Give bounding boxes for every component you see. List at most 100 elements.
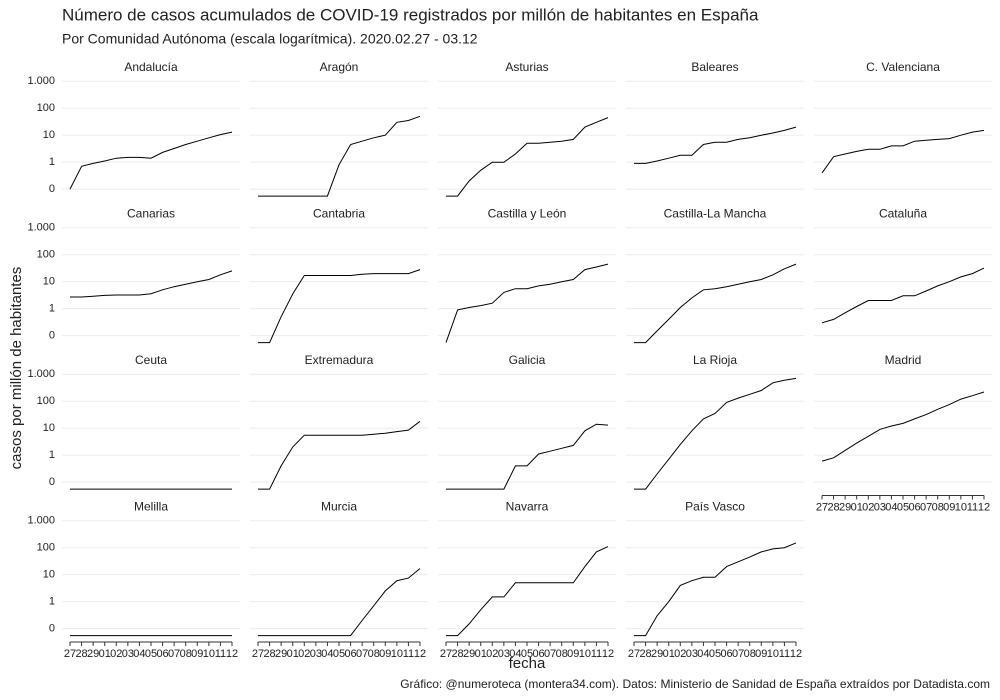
x-tick-label: 04: [697, 648, 709, 660]
x-tick-label: 11: [215, 648, 226, 660]
y-tick-label: 1: [49, 156, 55, 168]
x-tick-label: 03: [686, 648, 698, 660]
x-tick-label: 12: [790, 648, 802, 660]
y-tick-label: 10: [43, 422, 55, 434]
x-tick-label: 28: [75, 648, 87, 660]
x-tick-label: 10: [955, 501, 967, 513]
x-tick-label: 29: [651, 648, 663, 660]
x-tick-label: 11: [779, 648, 790, 660]
panel-title: Aragón: [320, 60, 359, 74]
y-tick-label: 1: [49, 596, 55, 608]
panel-title: Castilla y León: [488, 207, 567, 221]
x-tick-label: 02: [298, 648, 310, 660]
x-tick-label: 12: [978, 501, 990, 513]
x-tick-label: 09: [755, 648, 767, 660]
x-tick-label: 11: [591, 648, 602, 660]
x-tick-label: 29: [463, 648, 475, 660]
x-tick-label: 04: [885, 501, 897, 513]
x-tick-label: 29: [839, 501, 851, 513]
x-tick-label: 10: [767, 648, 779, 660]
panel-title: La Rioja: [693, 353, 737, 367]
x-tick-label: 12: [226, 648, 238, 660]
x-tick-label: 09: [191, 648, 203, 660]
x-tick-label: 06: [908, 501, 920, 513]
x-tick-label: 08: [180, 648, 192, 660]
x-tick-label: 05: [521, 648, 533, 660]
chart-title: Número de casos acumulados de COVID-19 r…: [62, 5, 759, 24]
line: [69, 131, 233, 190]
chart-subtitle: Por Comunidad Autónoma (escala logarítmi…: [62, 31, 478, 47]
x-tick-label: 08: [744, 648, 756, 660]
x-tick-label: 29: [275, 648, 287, 660]
y-tick-label: 1.000: [27, 515, 55, 527]
line: [446, 423, 609, 490]
y-tick-label: 10: [43, 276, 55, 288]
x-tick-label: 27: [440, 648, 452, 660]
x-tick-label: 07: [732, 648, 744, 660]
x-tick-label: 02: [674, 648, 686, 660]
x-tick-label: 04: [133, 648, 145, 660]
x-tick-label: 27: [252, 648, 264, 660]
x-tick-label: 03: [310, 648, 322, 660]
panel-title: Andalucía: [124, 60, 178, 74]
x-tick-label: 28: [639, 648, 651, 660]
x-tick-label: 28: [263, 648, 275, 660]
line: [821, 129, 985, 174]
y-tick-label: 0: [49, 623, 55, 635]
line: [446, 117, 609, 197]
x-tick-label: 05: [709, 648, 721, 660]
panel-title: Murcia: [321, 500, 357, 514]
x-tick-label: 07: [920, 501, 932, 513]
x-tick-label: 07: [168, 648, 180, 660]
line: [634, 263, 797, 344]
panel-title: Asturias: [505, 60, 548, 74]
line: [258, 420, 421, 490]
x-tick-label: 01: [475, 648, 487, 660]
panel-title: Extremadura: [305, 353, 374, 367]
panel-title: Baleares: [691, 60, 738, 74]
panel-title: Melilla: [134, 500, 168, 514]
panel-title: Canarias: [127, 207, 175, 221]
panel-title: País Vasco: [685, 500, 745, 514]
x-tick-label: 09: [943, 501, 955, 513]
x-tick-label: 08: [368, 648, 380, 660]
x-tick-label: 12: [414, 648, 426, 660]
x-tick-label: 03: [874, 501, 886, 513]
x-tick-label: 02: [110, 648, 122, 660]
x-tick-label: 05: [145, 648, 157, 660]
y-axis-label: casos por millón de habitantes: [8, 267, 25, 470]
x-tick-label: 05: [333, 648, 345, 660]
x-tick-label: 12: [602, 648, 614, 660]
x-tick-label: 07: [544, 648, 556, 660]
line: [446, 546, 609, 637]
y-tick-label: 1: [49, 303, 55, 315]
caption: Gráfico: @numeroteca (montera34.com). Da…: [400, 677, 990, 691]
x-tick-label: 06: [344, 648, 356, 660]
x-tick-label: 10: [391, 648, 403, 660]
y-tick-label: 0: [49, 476, 55, 488]
panel-title: Madrid: [885, 353, 922, 367]
x-tick-label: 27: [816, 501, 828, 513]
x-tick-label: 03: [498, 648, 510, 660]
x-tick-label: 02: [862, 501, 874, 513]
y-tick-label: 100: [37, 542, 55, 554]
panel-title: Ceuta: [135, 353, 167, 367]
x-tick-label: 02: [486, 648, 498, 660]
line: [258, 568, 421, 637]
x-tick-label: 29: [87, 648, 99, 660]
x-tick-label: 11: [967, 501, 978, 513]
line: [258, 269, 421, 344]
panel-title: Castilla-La Mancha: [664, 207, 767, 221]
x-tick-label: 10: [203, 648, 215, 660]
y-tick-label: 100: [37, 249, 55, 261]
line: [634, 542, 797, 637]
x-tick-label: 27: [64, 648, 76, 660]
y-tick-label: 1: [49, 449, 55, 461]
line: [634, 126, 797, 164]
x-tick-label: 01: [663, 648, 675, 660]
y-tick-label: 1.000: [27, 222, 55, 234]
panel-title: Cantabria: [313, 207, 365, 221]
panel-title: Galicia: [509, 353, 546, 367]
x-tick-label: 28: [827, 501, 839, 513]
